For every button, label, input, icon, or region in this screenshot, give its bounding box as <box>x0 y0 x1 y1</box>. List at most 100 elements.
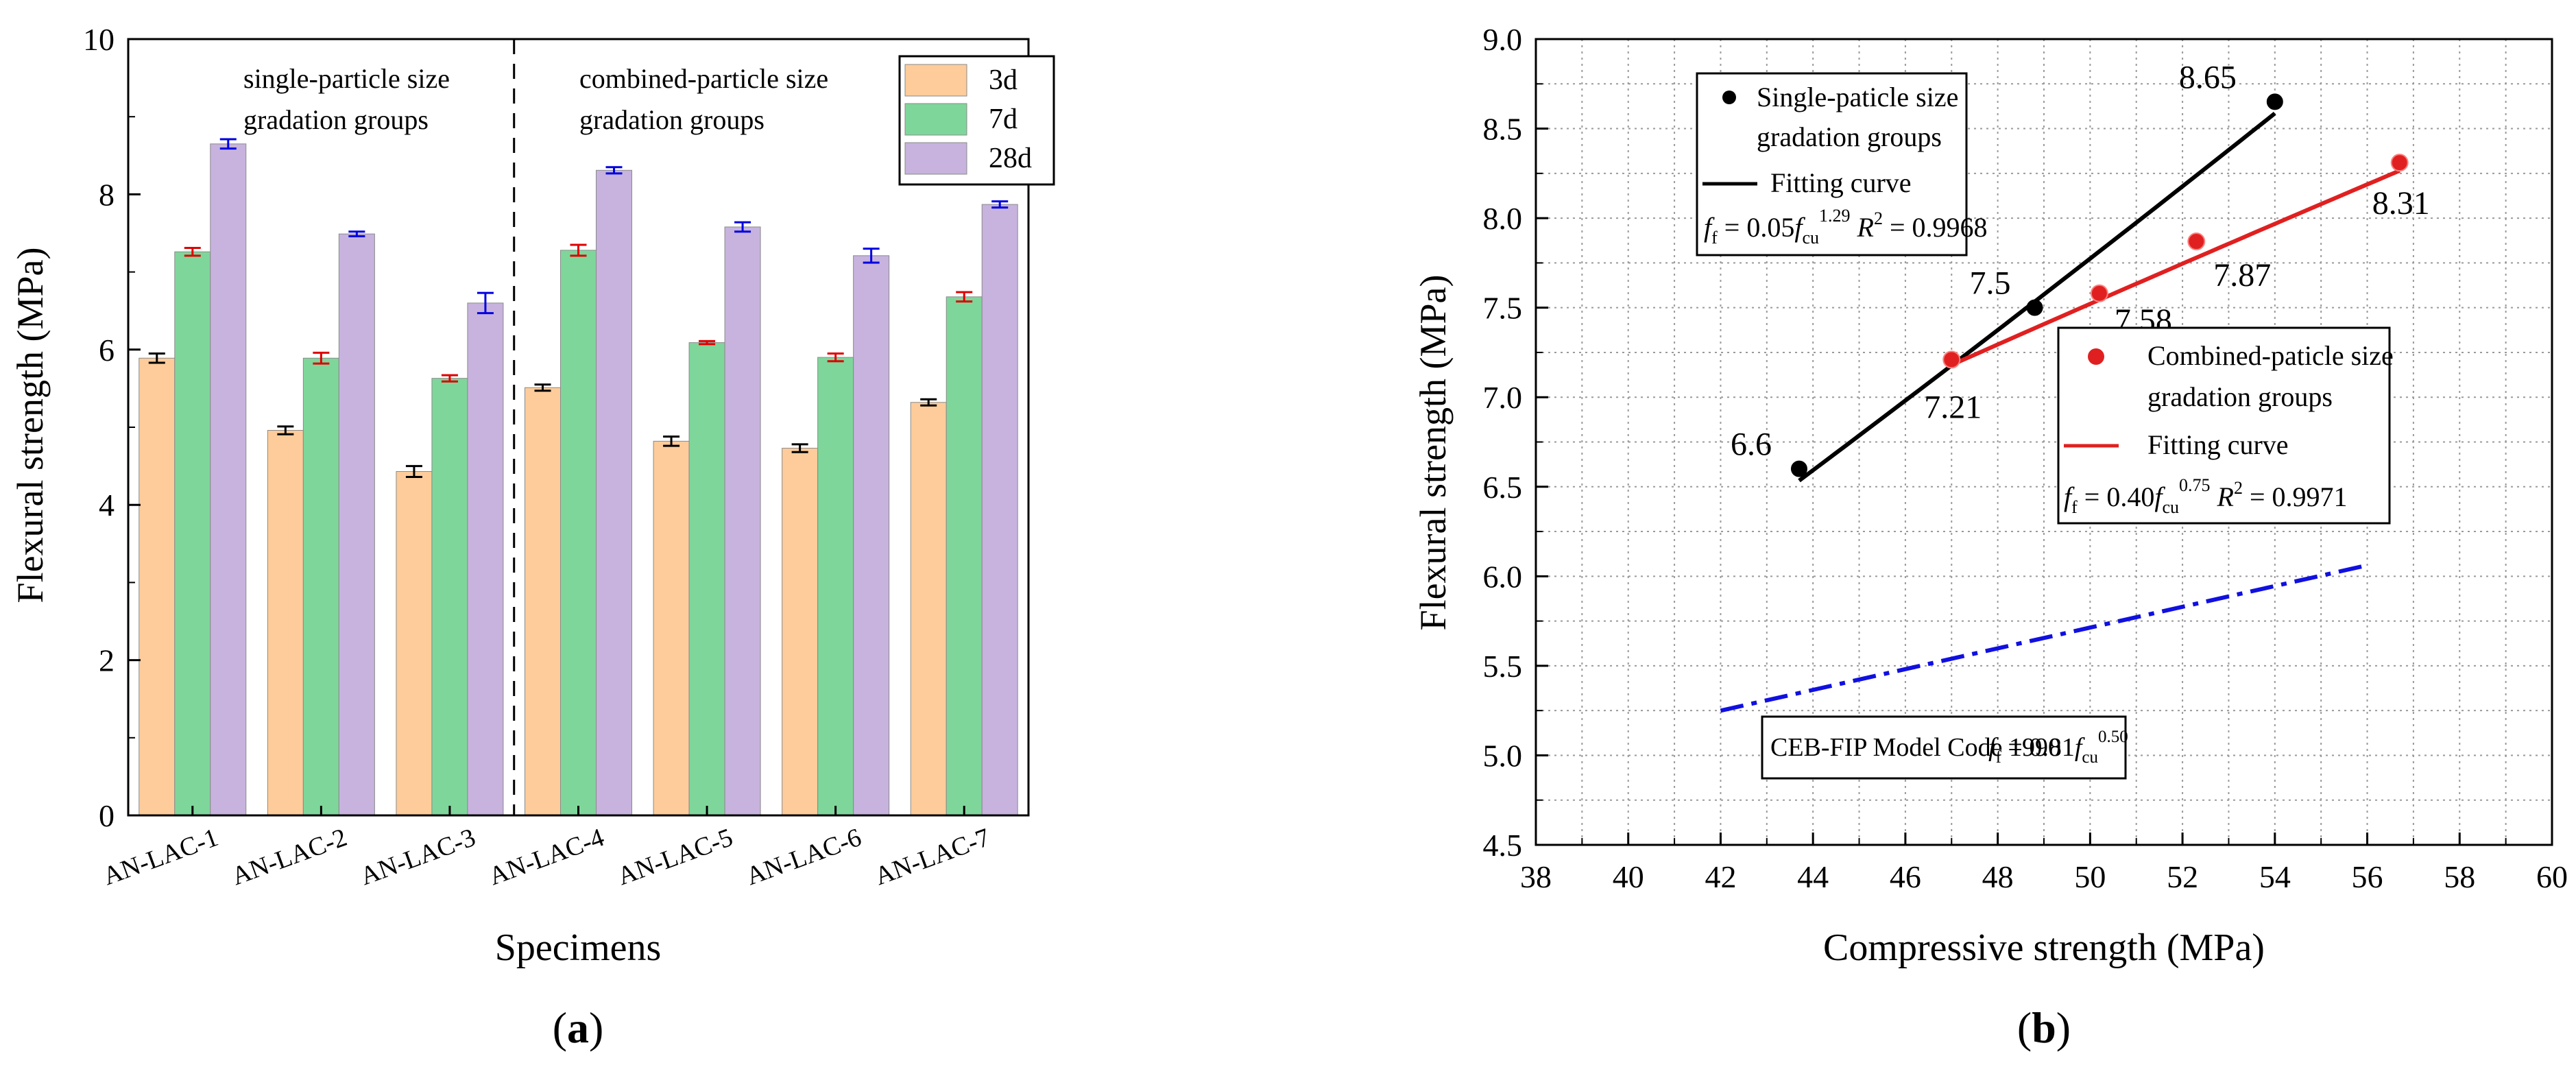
a-xtick-label-AN-LAC-1: AN-LAC-1 <box>99 823 222 891</box>
b-xtick-label-38: 38 <box>1520 859 1552 894</box>
a-bar-3d-AN-LAC-6 <box>782 448 819 816</box>
a-legend-label-3d: 3d <box>989 64 1018 96</box>
b-legend-single-equation: ff = 0.05fcu1.29 R2 = 0.9968 <box>1704 206 1988 248</box>
a-bar-7d-AN-LAC-7 <box>946 296 983 816</box>
a-xtick-label-AN-LAC-6: AN-LAC-6 <box>743 823 865 891</box>
b-xlabel: Compressive strength (MPa) <box>1823 926 2265 969</box>
b-reference-name: CEB-FIP Model Code 1990 <box>1770 733 2061 762</box>
b-xtick-label-42: 42 <box>1705 859 1736 894</box>
svg-text:(b): (b) <box>2017 1003 2071 1052</box>
b-point-label-8.65: 8.65 <box>2179 59 2237 95</box>
a-xtick-label-AN-LAC-5: AN-LAC-5 <box>614 823 736 891</box>
b-legend-combined-fit-label: Fitting curve <box>2147 429 2289 460</box>
a-bar-28d-AN-LAC-6 <box>853 255 890 816</box>
b-xtick-label-54: 54 <box>2259 859 2291 894</box>
b-legend-single-marker <box>1722 91 1736 104</box>
a-bar-3d-AN-LAC-4 <box>525 387 561 816</box>
b-ytick-label-8.0: 8.0 <box>1483 201 1523 236</box>
a-legend-label-7d: 7d <box>989 104 1018 135</box>
a-bar-3d-AN-LAC-3 <box>396 471 433 816</box>
a-ytick-label-6: 6 <box>99 333 115 368</box>
b-legend-single-line2: gradation groups <box>1757 121 1942 152</box>
a-xtick-label-AN-LAC-2: AN-LAC-2 <box>228 823 350 891</box>
a-bar-28d-AN-LAC-7 <box>981 204 1018 816</box>
b-ytick-label-7.0: 7.0 <box>1483 380 1523 415</box>
b-panel-caption: (b) <box>2017 1003 2071 1052</box>
a-ytick-label-8: 8 <box>99 177 115 212</box>
b-reference-box: CEB-FIP Model Code 1990 ff = 0.81fcu0.50 <box>1761 715 2128 780</box>
b-legend-combined-line2: gradation groups <box>2147 381 2333 412</box>
b-xtick-label-58: 58 <box>2444 859 2475 894</box>
a-bar-7d-AN-LAC-2 <box>302 357 339 816</box>
b-legend-combined-marker <box>2088 348 2104 365</box>
b-point-label-7.21: 7.21 <box>1924 389 1982 425</box>
b-ytick-label-5.5: 5.5 <box>1483 649 1523 684</box>
a-ylabel: Flexural strength (MPa) <box>10 248 51 603</box>
b-legend-single: Single-paticle size gradation groups Fit… <box>1696 72 1988 256</box>
b-ytick-label-8.5: 8.5 <box>1483 112 1523 147</box>
b-xtick-label-40: 40 <box>1613 859 1644 894</box>
a-ytick-label-2: 2 <box>99 643 115 678</box>
a-bar-7d-AN-LAC-4 <box>560 250 597 816</box>
a-bar-7d-AN-LAC-6 <box>817 357 854 816</box>
a-panel-caption: (a) <box>553 1003 604 1052</box>
b-ytick-label-7.5: 7.5 <box>1483 291 1523 326</box>
b-point-label-7.87: 7.87 <box>2213 257 2271 294</box>
b-point-label-8.31: 8.31 <box>2372 185 2430 222</box>
b-legend-single-line1: Single-paticle size <box>1757 82 1958 112</box>
a-xlabel: Specimens <box>495 926 662 969</box>
b-xtick-label-50: 50 <box>2074 859 2106 894</box>
b-xtick-label-60: 60 <box>2536 859 2568 894</box>
a-legend-swatch-3d <box>904 64 967 97</box>
a-bar-7d-AN-LAC-1 <box>174 251 211 816</box>
b-xtick-label-56: 56 <box>2352 859 2383 894</box>
b-ytick-label-9.0: 9.0 <box>1483 22 1523 57</box>
a-bar-7d-AN-LAC-5 <box>688 342 725 816</box>
a-xtick-label-AN-LAC-7: AN-LAC-7 <box>871 823 994 891</box>
a-bar-28d-AN-LAC-4 <box>596 169 632 816</box>
a-bar-3d-AN-LAC-2 <box>267 430 304 816</box>
b-xtick-label-46: 46 <box>1890 859 1921 894</box>
b-point-s1-7.58 <box>2090 284 2108 302</box>
b-ytick-label-6.0: 6.0 <box>1483 559 1523 594</box>
a-legend-swatch-7d <box>904 103 967 136</box>
a-legend: 3d 7d 28d <box>898 55 1055 186</box>
b-point-s1-7.87 <box>2187 232 2206 251</box>
a-annotation-group2-line2: gradation groups <box>579 104 765 135</box>
a-legend-label-28d: 28d <box>989 143 1032 174</box>
a-bar-3d-AN-LAC-5 <box>653 440 690 816</box>
b-point-s0-6.6 <box>1790 460 1807 477</box>
b-ytick-label-6.5: 6.5 <box>1483 470 1523 505</box>
scatter-chart-panel-b: 6.67.58.657.217.587.878.31 38 40 42 44 46 48 5… <box>1412 22 2568 1052</box>
a-bar-28d-AN-LAC-2 <box>338 233 375 816</box>
a-ytick-label-10: 10 <box>83 22 115 57</box>
b-legend-single-fit-label: Fitting curve <box>1770 167 1912 198</box>
svg-text:(a): (a) <box>553 1003 604 1052</box>
a-bar-28d-AN-LAC-3 <box>467 302 504 816</box>
b-point-s0-8.65 <box>2266 93 2283 110</box>
b-point-label-7.5: 7.5 <box>1970 265 2011 302</box>
b-legend-combined-line1: Combined-paticle size <box>2147 340 2394 371</box>
b-xtick-label-44: 44 <box>1797 859 1829 894</box>
b-point-label-6.6: 6.6 <box>1731 427 1772 463</box>
b-reference-equation: ff = 0.81fcu0.50 <box>1988 728 2128 767</box>
b-point-s1-7.21 <box>1942 350 1961 369</box>
a-annotation-group1-line1: single-particle size <box>243 63 450 94</box>
b-point-s0-7.5 <box>2026 299 2043 316</box>
b-xtick-label-52: 52 <box>2167 859 2198 894</box>
a-ytick-label-4: 4 <box>99 488 115 523</box>
a-ytick-label-0: 0 <box>99 798 115 833</box>
a-xtick-label-AN-LAC-4: AN-LAC-4 <box>485 823 608 891</box>
b-point-s1-8.31 <box>2390 154 2409 172</box>
b-ytick-label-4.5: 4.5 <box>1483 828 1523 863</box>
a-bar-28d-AN-LAC-5 <box>724 226 761 816</box>
a-bar-3d-AN-LAC-7 <box>910 402 947 816</box>
b-reference-line <box>1720 563 2368 713</box>
b-fit-curve-1 <box>1951 169 2400 367</box>
b-xtick-label-48: 48 <box>1982 859 2014 894</box>
a-legend-swatch-28d <box>904 142 967 175</box>
a-bar-7d-AN-LAC-3 <box>431 378 468 816</box>
a-annotation-group2-line1: combined-particle size <box>579 63 828 94</box>
a-xtick-label-AN-LAC-3: AN-LAC-3 <box>357 823 479 891</box>
